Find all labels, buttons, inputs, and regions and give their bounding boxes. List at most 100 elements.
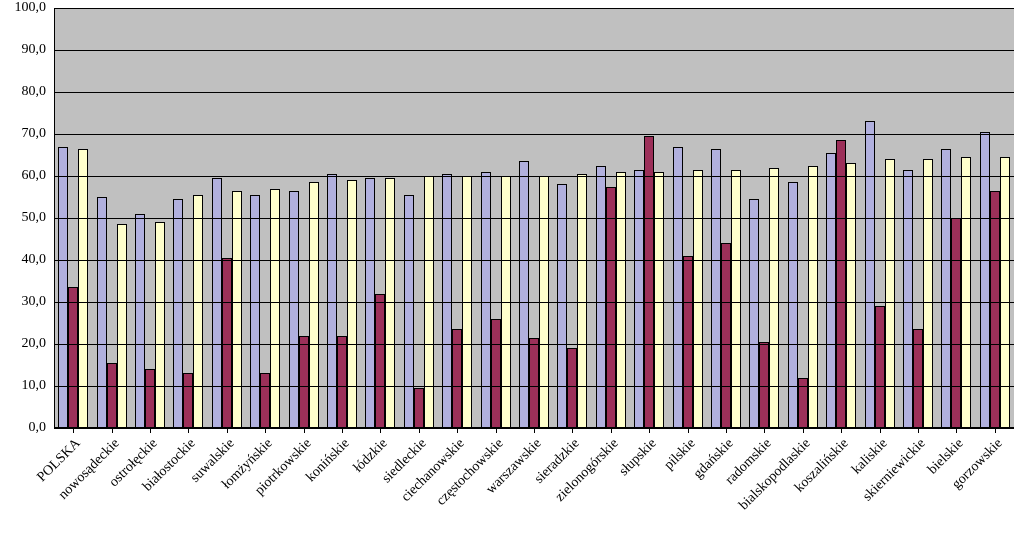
ytick-label: 80,0 (22, 84, 55, 100)
bar (375, 294, 385, 428)
bar (951, 218, 961, 428)
xtick (956, 428, 957, 433)
bar (731, 170, 741, 428)
ytick-label: 40,0 (22, 252, 55, 268)
bar (846, 163, 856, 428)
bar (529, 338, 539, 428)
bar (173, 199, 183, 428)
bar (616, 172, 626, 428)
xtick (304, 428, 305, 433)
bar (596, 166, 606, 429)
bar (270, 189, 280, 428)
bar (961, 157, 971, 428)
bar (721, 243, 731, 428)
gridline (54, 50, 1014, 51)
bar (634, 170, 644, 428)
bar (491, 319, 501, 428)
bar (519, 161, 529, 428)
bar (875, 306, 885, 428)
bar (442, 174, 452, 428)
gridline (54, 302, 1014, 303)
bar (885, 159, 895, 428)
bar (557, 184, 567, 428)
xtick (918, 428, 919, 433)
xtick (611, 428, 612, 433)
gridline (54, 386, 1014, 387)
bar (644, 136, 654, 428)
bar (155, 222, 165, 428)
xtick (726, 428, 727, 433)
bar (309, 182, 319, 428)
gridline (54, 218, 1014, 219)
bar (97, 197, 107, 428)
bar (327, 174, 337, 428)
xtick (841, 428, 842, 433)
bar (693, 170, 703, 428)
ytick-label: 30,0 (22, 294, 55, 310)
xtick (496, 428, 497, 433)
ytick-label: 60,0 (22, 168, 55, 184)
bar (577, 174, 587, 428)
grouped-bar-chart: 0,010,020,030,040,050,060,070,080,090,01… (0, 0, 1024, 535)
bar (808, 166, 818, 429)
xtick (764, 428, 765, 433)
gridline (54, 176, 1014, 177)
bar (990, 191, 1000, 428)
bar (289, 191, 299, 428)
bar (414, 388, 424, 428)
ytick-label: 70,0 (22, 126, 55, 142)
xtick (150, 428, 151, 433)
xtick (649, 428, 650, 433)
bar (250, 195, 260, 428)
xtick (572, 428, 573, 433)
bar (145, 369, 155, 428)
bar (68, 287, 78, 428)
bar (836, 140, 846, 428)
gridline (54, 8, 1014, 9)
ytick-label: 100,0 (15, 0, 55, 16)
bar (923, 159, 933, 428)
bar (232, 191, 242, 428)
gridline (54, 92, 1014, 93)
xtick (457, 428, 458, 433)
bar (260, 373, 270, 428)
bar (606, 187, 616, 429)
bar (749, 199, 759, 428)
bar (404, 195, 414, 428)
xtick (188, 428, 189, 433)
xtick (880, 428, 881, 433)
bar (222, 258, 232, 428)
xtick (534, 428, 535, 433)
xtick (688, 428, 689, 433)
ytick-label: 10,0 (22, 378, 55, 394)
bar (481, 172, 491, 428)
bar (299, 336, 309, 428)
bar (788, 182, 798, 428)
gridline (54, 260, 1014, 261)
bar (365, 178, 375, 428)
bar (769, 168, 779, 428)
bar (117, 224, 127, 428)
bar (107, 363, 117, 428)
gridline (54, 134, 1014, 135)
bar (183, 373, 193, 428)
xtick (227, 428, 228, 433)
bar (654, 172, 664, 428)
ytick-label: 50,0 (22, 210, 55, 226)
ytick-label: 20,0 (22, 336, 55, 352)
bar (1000, 157, 1010, 428)
xtick-label: słupskie (617, 436, 661, 480)
bar (567, 348, 577, 428)
bar (683, 256, 693, 428)
xtick (995, 428, 996, 433)
bar (385, 178, 395, 428)
bar (903, 170, 913, 428)
bar (759, 342, 769, 428)
xtick (342, 428, 343, 433)
bar (865, 121, 875, 428)
bar (337, 336, 347, 428)
xtick (265, 428, 266, 433)
bar (135, 214, 145, 428)
xtick (380, 428, 381, 433)
ytick-label: 90,0 (22, 42, 55, 58)
